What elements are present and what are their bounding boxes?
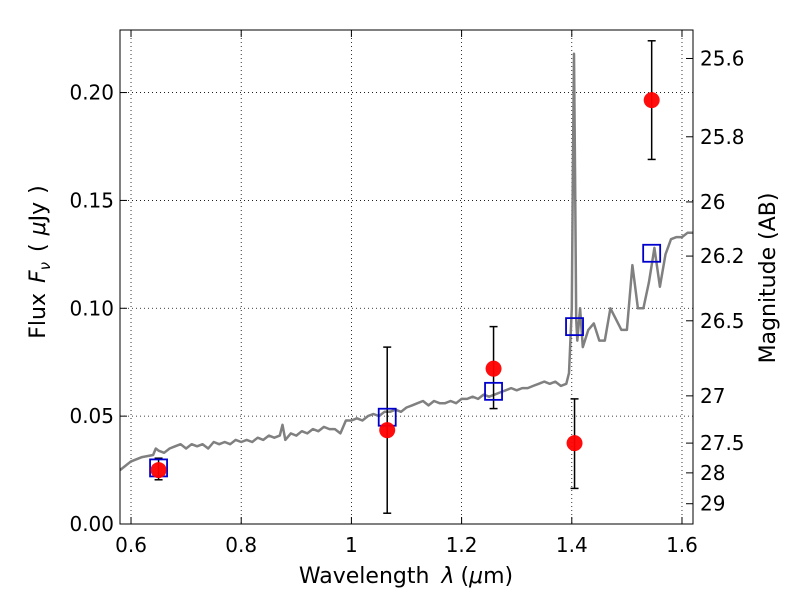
observed-flux-point (643, 92, 660, 109)
y2-axis-label: Magnitude (AB) (756, 193, 781, 364)
y2-tick-label: 27.5 (700, 431, 745, 455)
y2-axis: 25.6 25.8 26 26.2 26.5 27 27.5 28 29 (686, 46, 745, 516)
spectrum-layer (120, 52, 693, 472)
model-photometry-square (565, 317, 584, 337)
y2-tick-label: 27 (700, 384, 725, 408)
y2-tick-label: 26.2 (700, 244, 745, 268)
y2-tick-label: 29 (700, 492, 725, 516)
y-tick-label: 0.05 (69, 404, 114, 428)
plot-frame (119, 29, 694, 525)
x-tick-label: 1 (345, 533, 358, 557)
x-axis: 0.6 0.8 1 1.2 1.4 1.6 (115, 30, 698, 557)
x-tick-label: 1.2 (446, 533, 478, 557)
y-tick-label: 0.10 (69, 296, 114, 320)
y-axis: 0.00 0.05 0.10 0.15 0.20 (69, 81, 127, 536)
model-photometry-square (642, 243, 662, 263)
x-tick-label: 0.8 (225, 533, 257, 557)
model-spectrum-line (120, 52, 693, 472)
observed-flux-point (485, 360, 502, 377)
y2-tick-label: 25.8 (700, 125, 745, 149)
y-tick-label: 0.00 (69, 512, 114, 536)
y2-tick-label: 26.5 (700, 309, 745, 333)
model-photometry-square (484, 381, 503, 401)
plot-area (120, 30, 693, 524)
y2-tick-label: 25.6 (700, 46, 745, 70)
observed-flux-point (150, 462, 167, 479)
y2-tick-label: 28 (700, 461, 725, 485)
observed-flux-point (379, 422, 396, 439)
observed-flux-point (566, 435, 583, 452)
x-tick-label: 1.4 (556, 533, 588, 557)
points-layer (149, 92, 662, 479)
x-tick-label: 1.6 (666, 533, 698, 557)
y-axis-label: FluxFν(μJy) (26, 185, 54, 338)
x-tick-label: 0.6 (115, 533, 147, 557)
x-axis-label: Wavelength λ (μm) (299, 564, 513, 589)
y2-tick-label: 26 (700, 190, 725, 214)
y-tick-label: 0.20 (69, 81, 114, 105)
y-tick-label: 0.15 (69, 188, 114, 212)
